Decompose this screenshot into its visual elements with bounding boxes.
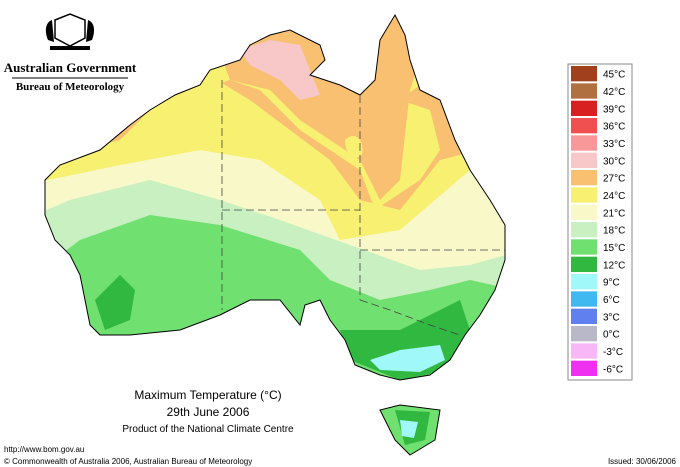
legend-label: 42°C: [603, 87, 625, 98]
legend-label: 6°C: [603, 295, 620, 306]
legend-label: 30°C: [603, 156, 625, 167]
legend-label: 18°C: [603, 226, 625, 237]
legend-label: 12°C: [603, 260, 625, 271]
legend-label: 0°C: [603, 330, 620, 341]
legend-label: 9°C: [603, 278, 620, 289]
coat-of-arms: [45, 13, 95, 50]
legend-label: -3°C: [603, 347, 623, 358]
footer-issued: Issued: 30/06/2006: [608, 457, 677, 466]
legend-label: 36°C: [603, 122, 625, 133]
footer-url[interactable]: http://www.bom.gov.au: [4, 445, 84, 454]
legend-label: 33°C: [603, 139, 625, 150]
map-credit: Product of the National Climate Centre: [122, 424, 294, 435]
header-bureau: Bureau of Meteorology: [16, 81, 125, 93]
legend-label: 24°C: [603, 191, 625, 202]
map-title: Maximum Temperature (°C): [134, 388, 281, 402]
legend-swatch: [571, 170, 597, 186]
legend-swatch: [571, 360, 597, 376]
state-borders: [221, 80, 505, 336]
legend-label: 21°C: [603, 208, 625, 219]
legend-swatch: [571, 291, 597, 307]
legend-swatch: [571, 118, 597, 134]
legend-swatch: [571, 66, 597, 82]
legend-swatch: [571, 152, 597, 168]
legend-swatch: [571, 222, 597, 238]
legend-swatch: [571, 239, 597, 255]
legend-swatch: [571, 326, 597, 342]
legend-label: 45°C: [603, 70, 625, 81]
legend-swatch: [571, 343, 597, 359]
legend-swatch: [571, 83, 597, 99]
legend-swatch: [571, 187, 597, 203]
legend-label: -6°C: [603, 364, 623, 375]
legend-swatch: [571, 135, 597, 151]
legend-label: 15°C: [603, 243, 625, 254]
header-government: Australian Government: [4, 60, 137, 75]
legend-swatch: [571, 100, 597, 116]
legend-label: 3°C: [603, 312, 620, 323]
legend-swatch: [571, 204, 597, 220]
legend-label: 39°C: [603, 104, 625, 115]
legend-label: 27°C: [603, 174, 625, 185]
coastline: [44, 13, 506, 456]
legend-swatch: [571, 308, 597, 324]
legend: 45°C 42°C 39°C 36°C 33°C 30°C 27°C 24°C 21°C 18°C…: [567, 63, 633, 381]
legend-swatch: [571, 274, 597, 290]
legend-swatch: [571, 256, 597, 272]
footer-copyright: © Commonwealth of Australia 2006, Austra…: [4, 457, 252, 466]
map-date: 29th June 2006: [167, 405, 250, 419]
